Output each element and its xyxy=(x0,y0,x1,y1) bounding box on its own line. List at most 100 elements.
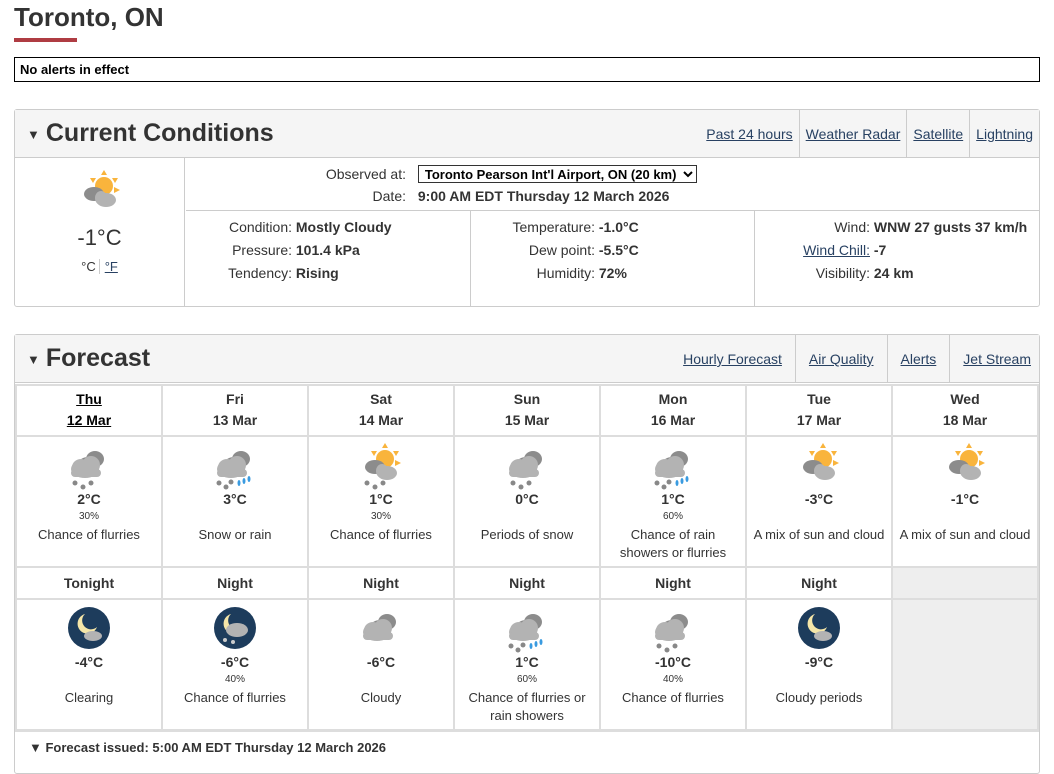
moon-cloud-icon xyxy=(17,604,161,652)
forecast-summary: Chance of rain showers or flurries xyxy=(619,527,727,560)
expand-triangle-icon: ▼ xyxy=(29,740,46,755)
current-conditions-header[interactable]: ▼ Current Conditions Past 24 hours Weathe… xyxy=(15,110,1039,158)
night-label: Night xyxy=(307,566,455,600)
forecast-summary: Chance of flurries xyxy=(622,690,724,705)
wind-chill-link[interactable]: Wind Chill: xyxy=(803,242,870,258)
lightning-link[interactable]: Lightning xyxy=(969,110,1039,158)
precip-chance: 40% xyxy=(662,674,683,685)
forecast-temp: 3°C xyxy=(223,491,247,507)
forecast-night-cell: -6°C Cloudy xyxy=(307,598,455,731)
moon-cloud-snow-icon xyxy=(163,604,307,652)
precip-chance xyxy=(163,511,307,524)
forecast-temp: -3°C xyxy=(804,491,834,507)
forecast-temp: 1°C xyxy=(369,491,393,507)
forecast-summary: A mix of sun and cloud xyxy=(899,527,1031,542)
forecast-night-cell: 1°C 60% Chance of flurries or rain showers xyxy=(453,598,601,731)
forecast-summary: Clearing xyxy=(64,690,114,705)
observed-label: Observed at: xyxy=(325,166,406,182)
weather-radar-link[interactable]: Weather Radar xyxy=(798,110,907,158)
satellite-link[interactable]: Satellite xyxy=(906,110,969,158)
forecast-temp: -4°C xyxy=(74,654,104,670)
night-label: Night xyxy=(161,566,309,600)
jet-stream-link[interactable]: Jet Stream xyxy=(949,335,1031,383)
night-label: Night xyxy=(453,566,601,600)
alerts-link[interactable]: Alerts xyxy=(886,335,950,383)
sun-cloud-icon xyxy=(747,441,891,489)
precip-chance xyxy=(17,674,161,687)
night-label: Night xyxy=(599,566,747,600)
current-conditions-panel: ▼ Current Conditions Past 24 hours Weathe… xyxy=(14,109,1040,307)
past-24-hours-link[interactable]: Past 24 hours xyxy=(706,126,793,142)
forecast-temp: 1°C xyxy=(515,654,539,670)
forecast-night-cell: -10°C 40% Chance of flurries xyxy=(599,598,747,731)
forecast-temp: -10°C xyxy=(655,654,691,670)
fahrenheit-toggle[interactable]: °F xyxy=(98,259,118,274)
forecast-night-cell: -4°C Clearing xyxy=(15,598,163,731)
cloud-snow-rain-icon xyxy=(163,441,307,490)
humidity-value: 72% xyxy=(598,265,627,281)
date-label: Date: xyxy=(372,188,406,204)
tendency-label: Tendency: xyxy=(228,265,292,281)
humidity-label: Humidity: xyxy=(536,265,595,281)
forecast-day-5[interactable]: Tue 17 Mar xyxy=(745,384,893,437)
forecast-summary: Chance of flurries xyxy=(330,527,432,542)
forecast-day-cell: 0°C Periods of snow xyxy=(453,435,601,568)
forecast-summary: Periods of snow xyxy=(480,527,574,542)
dewpoint-value: -5.5°C xyxy=(598,242,639,258)
forecast-summary: Chance of flurries xyxy=(184,690,286,705)
condition-label: Condition: xyxy=(228,219,292,235)
forecast-day-cell: -1°C A mix of sun and cloud xyxy=(891,435,1039,568)
forecast-day-0[interactable]: Thu 12 Mar xyxy=(15,384,163,437)
cloud-icon xyxy=(309,604,453,652)
forecast-header[interactable]: ▼ Forecast Hourly Forecast Air Quality Al… xyxy=(15,335,1039,383)
cloud-snow-icon xyxy=(17,441,161,490)
forecast-temp: -6°C xyxy=(220,654,250,670)
pressure-value: 101.4 kPa xyxy=(295,242,360,258)
air-quality-link[interactable]: Air Quality xyxy=(794,335,887,383)
night-label: Tonight xyxy=(15,566,163,600)
cloud-snow-rain-icon xyxy=(455,604,599,653)
sun-cloud-icon xyxy=(15,168,184,216)
date-value: 9:00 AM EDT Thursday 12 March 2026 xyxy=(417,188,670,204)
wind-label: Wind: xyxy=(834,219,870,235)
forecast-heading[interactable]: ▼ Forecast xyxy=(27,344,151,372)
forecast-day-4[interactable]: Mon 16 Mar xyxy=(599,384,747,437)
empty-cell xyxy=(891,566,1039,600)
page-title: Toronto, ON xyxy=(14,2,164,32)
temperature-label: Temperature: xyxy=(512,219,595,235)
forecast-summary: Chance of flurries xyxy=(38,527,140,542)
current-conditions-heading[interactable]: ▼ Current Conditions xyxy=(27,119,274,147)
visibility-value: 24 km xyxy=(873,265,914,281)
forecast-summary: Snow or rain xyxy=(198,527,272,542)
forecast-temp: -6°C xyxy=(366,654,396,670)
precip-chance: 60% xyxy=(516,674,537,685)
visibility-label: Visibility: xyxy=(815,265,870,281)
cloud-snow-icon xyxy=(455,441,599,490)
precip-chance xyxy=(747,674,891,687)
wind-value: WNW 27 gusts 37 km/h xyxy=(873,219,1028,235)
precip-chance: 40% xyxy=(224,674,245,685)
forecast-night-cell: -6°C 40% Chance of flurries xyxy=(161,598,309,731)
condition-value: Mostly Cloudy xyxy=(295,219,392,235)
forecast-day-3[interactable]: Sun 15 Mar xyxy=(453,384,601,437)
precip-chance: 60% xyxy=(662,511,683,522)
collapse-triangle-icon: ▼ xyxy=(27,126,40,142)
title-underline xyxy=(14,38,77,42)
tendency-value: Rising xyxy=(295,265,339,281)
forecast-day-2[interactable]: Sat 14 Mar xyxy=(307,384,455,437)
celsius-unit: °C xyxy=(81,259,96,274)
forecast-summary: Chance of flurries or rain showers xyxy=(468,690,586,723)
precip-chance xyxy=(747,511,891,524)
precip-chance xyxy=(893,511,1037,524)
pressure-label: Pressure: xyxy=(232,242,292,258)
forecast-summary: Cloudy periods xyxy=(775,690,863,705)
station-select[interactable]: Toronto Pearson Int'l Airport, ON (20 km… xyxy=(417,165,697,183)
sun-cloud-snow-icon xyxy=(309,441,453,490)
forecast-temp: 0°C xyxy=(515,491,539,507)
hourly-forecast-link[interactable]: Hourly Forecast xyxy=(683,351,782,367)
wind-chill-value: -7 xyxy=(873,242,887,258)
forecast-issued[interactable]: ▼ Forecast issued: 5:00 AM EDT Thursday … xyxy=(15,731,1039,763)
forecast-day-1[interactable]: Fri 13 Mar xyxy=(161,384,309,437)
sun-cloud-icon xyxy=(893,441,1037,489)
forecast-day-6[interactable]: Wed 18 Mar xyxy=(891,384,1039,437)
